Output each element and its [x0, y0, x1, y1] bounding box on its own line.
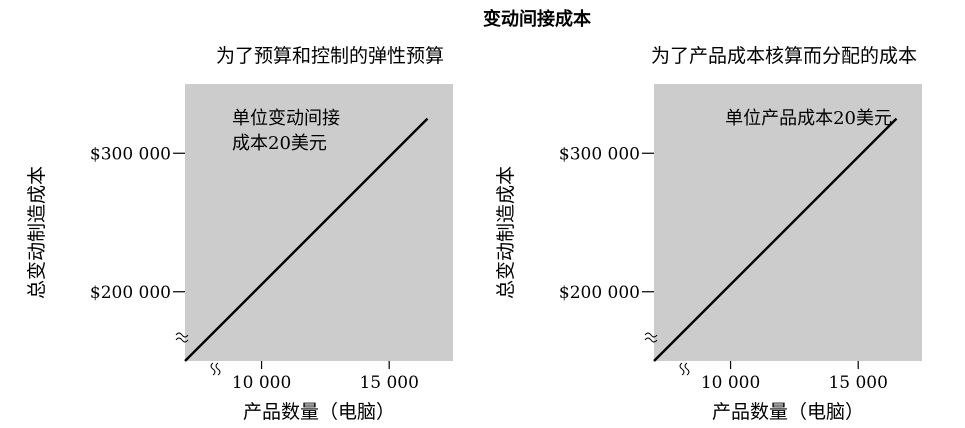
x-tick-label: 10 000 [232, 373, 291, 393]
panel-subtitle: 为了预算和控制的弹性预算 [216, 45, 444, 67]
y-axis-break-mark [644, 332, 658, 343]
cost-line [653, 117, 898, 362]
chart-panel-2: 为了产品成本核算而分配的成本 $200 000 $300 000 10 000 15 0… [495, 45, 922, 423]
y-axis-label: 总变动制造成本 [495, 166, 517, 299]
y-axis-label: 总变动制造成本 [26, 166, 48, 299]
cost-annotation: 单位产品成本20美元 [725, 108, 892, 129]
x-tick-label: 15 000 [359, 373, 418, 393]
x-axis-break-mark [679, 362, 690, 376]
y-axis-break-mark [175, 332, 189, 343]
x-axis-label: 产品数量（电脑） [712, 401, 864, 423]
y-tick-label: $300 000 [559, 144, 640, 164]
x-axis-label: 产品数量（电脑） [243, 401, 395, 423]
x-axis-break-mark [210, 362, 221, 376]
y-tick-label: $200 000 [90, 283, 171, 303]
cost-annotation: 成本20美元 [232, 133, 327, 154]
chart-title: 变动间接成本 [483, 8, 591, 30]
panels: 为了预算和控制的弹性预算 $200 000 $300 000 10 000 15 000… [26, 45, 922, 423]
x-tick-label: 10 000 [701, 373, 760, 393]
cost-line [184, 117, 429, 362]
y-tick-label: $200 000 [559, 283, 640, 303]
panel-subtitle: 为了产品成本核算而分配的成本 [651, 45, 917, 67]
x-tick-label: 15 000 [828, 373, 887, 393]
cost-annotation: 单位变动间接 [232, 108, 340, 129]
y-tick-label: $300 000 [90, 144, 171, 164]
chart-panel-1: 为了预算和控制的弹性预算 $200 000 $300 000 10 000 15 000… [26, 45, 453, 423]
